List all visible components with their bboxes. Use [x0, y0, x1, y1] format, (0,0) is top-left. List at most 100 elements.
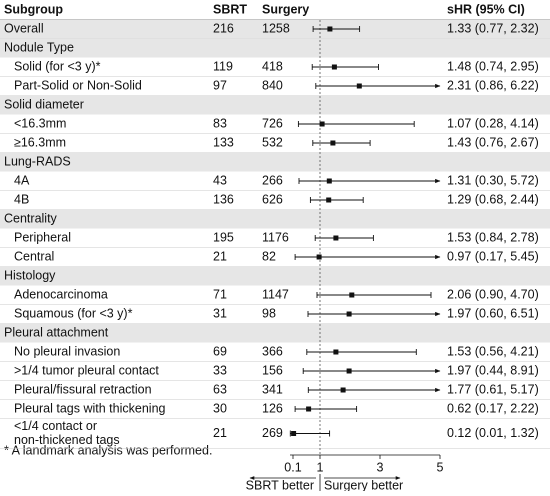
point-estimate	[340, 387, 346, 393]
row-label: No pleural invasion	[14, 344, 120, 358]
group-label: Solid diameter	[4, 97, 84, 111]
row-label: Squamous (for <3 y)*	[14, 306, 133, 320]
row-label: 4A	[14, 173, 30, 187]
point-estimate	[326, 178, 332, 184]
rows: Overall 216 1258 1.33 (0.77, 2.32) Nodule Ty…	[4, 21, 539, 447]
point-estimate	[346, 311, 352, 317]
point-estimate	[319, 121, 325, 127]
surgery-count: 1147	[262, 287, 289, 301]
surgery-count: 532	[262, 135, 283, 149]
surgery-count: 840	[262, 78, 283, 92]
row-label: 4B	[14, 192, 29, 206]
point-estimate	[291, 431, 297, 436]
surgery-count: 1258	[262, 21, 290, 35]
ci-text: 0.12 (0.01, 1.32)	[447, 426, 539, 440]
sbrt-count: 21	[213, 249, 227, 263]
row-label: Overall	[4, 21, 44, 35]
sbrt-count: 83	[213, 116, 227, 130]
ci-text: 1.53 (0.84, 2.78)	[447, 230, 539, 244]
surgery-count: 156	[262, 363, 283, 377]
row-label: Peripheral	[14, 230, 71, 244]
x-tick-label: 5	[437, 460, 444, 474]
row-shade	[0, 95, 550, 115]
row-label: Part-Solid or Non-Solid	[14, 78, 142, 92]
ci-text: 0.62 (0.17, 2.22)	[447, 401, 539, 415]
column-header: sHR (95% CI)	[447, 2, 525, 16]
column-header: Subgroup	[4, 2, 63, 16]
row-label: <16.3mm	[14, 116, 66, 130]
column-header: SBRT	[213, 2, 247, 16]
ci-text: 1.97 (0.60, 6.51)	[447, 306, 539, 320]
surgery-count: 626	[262, 192, 283, 206]
row-label: >1/4 tumor pleural contact	[14, 363, 159, 377]
group-label: Pleural attachment	[4, 325, 109, 339]
sbrt-count: 133	[213, 135, 234, 149]
sbrt-count: 43	[213, 173, 227, 187]
sbrt-count: 97	[213, 78, 227, 92]
x-tick-label: 0.1	[284, 460, 301, 474]
group-label: Centrality	[4, 211, 58, 225]
surgery-count: 82	[262, 249, 276, 263]
sbrt-count: 31	[213, 306, 227, 320]
surgery-count: 366	[262, 344, 283, 358]
sbrt-count: 216	[213, 21, 234, 35]
row-label: Solid (for <3 y)*	[14, 59, 101, 73]
ci-text: 1.43 (0.76, 2.67)	[447, 135, 539, 149]
point-estimate	[316, 254, 322, 260]
right-label: Surgery better	[324, 478, 403, 491]
x-tick-label: 3	[377, 460, 384, 474]
sbrt-count: 21	[213, 426, 227, 440]
row-shade	[0, 38, 550, 58]
sbrt-count: 30	[213, 401, 227, 415]
sbrt-count: 119	[213, 59, 233, 73]
surgery-count: 126	[262, 401, 283, 415]
ci-text: 0.97 (0.17, 5.45)	[447, 249, 539, 263]
ci-text: 1.77 (0.61, 5.17)	[447, 382, 539, 396]
sbrt-count: 195	[213, 230, 234, 244]
row-label: <1/4 contact or	[14, 419, 97, 433]
row-label: Adenocarcinoma	[14, 287, 108, 301]
ci-text: 1.07 (0.28, 4.14)	[447, 116, 539, 130]
row-shade	[0, 19, 550, 39]
point-estimate	[306, 406, 312, 412]
point-estimate	[330, 140, 336, 146]
column-header: Surgery	[262, 2, 309, 16]
row-shade	[0, 152, 550, 172]
ci-text: 1.29 (0.68, 2.44)	[447, 192, 539, 206]
sbrt-count: 33	[213, 363, 227, 377]
left-label: SBRT better	[246, 478, 314, 491]
row-shade	[0, 323, 550, 343]
sbrt-count: 69	[213, 344, 227, 358]
group-label: Histology	[4, 268, 56, 282]
surgery-count: 269	[262, 426, 283, 440]
ci-text: 2.06 (0.90, 4.70)	[447, 287, 539, 301]
surgery-count: 98	[262, 306, 276, 320]
sbrt-count: 71	[213, 287, 227, 301]
row-label: ≥16.3mm	[14, 135, 66, 149]
x-tick-label: 1	[317, 460, 324, 474]
ci-text: 1.33 (0.77, 2.32)	[447, 21, 539, 35]
point-estimate	[331, 64, 337, 70]
ci-text: 1.31 (0.30, 5.72)	[447, 173, 539, 187]
point-estimate	[327, 26, 333, 32]
surgery-count: 418	[262, 59, 283, 73]
row-shade	[0, 266, 550, 286]
point-estimate	[333, 349, 339, 355]
row-shade	[0, 209, 550, 229]
row-label: Pleural tags with thickening	[14, 401, 166, 415]
point-estimate	[356, 83, 362, 89]
row-label: Central	[14, 249, 54, 263]
point-estimate	[333, 235, 339, 241]
ci-text: 2.31 (0.86, 6.22)	[447, 78, 539, 92]
surgery-count: 266	[262, 173, 283, 187]
surgery-count: 341	[262, 382, 283, 396]
sbrt-count: 63	[213, 382, 227, 396]
group-label: Lung-RADS	[4, 154, 71, 168]
row-label: Pleural/fissural retraction	[14, 382, 152, 396]
surgery-count: 1176	[262, 230, 289, 244]
ci-text: 1.48 (0.74, 2.95)	[447, 59, 539, 73]
ci-text: 1.97 (0.44, 8.91)	[447, 363, 539, 377]
footnote: * A landmark analysis was performed.	[4, 443, 212, 457]
point-estimate	[346, 368, 352, 374]
